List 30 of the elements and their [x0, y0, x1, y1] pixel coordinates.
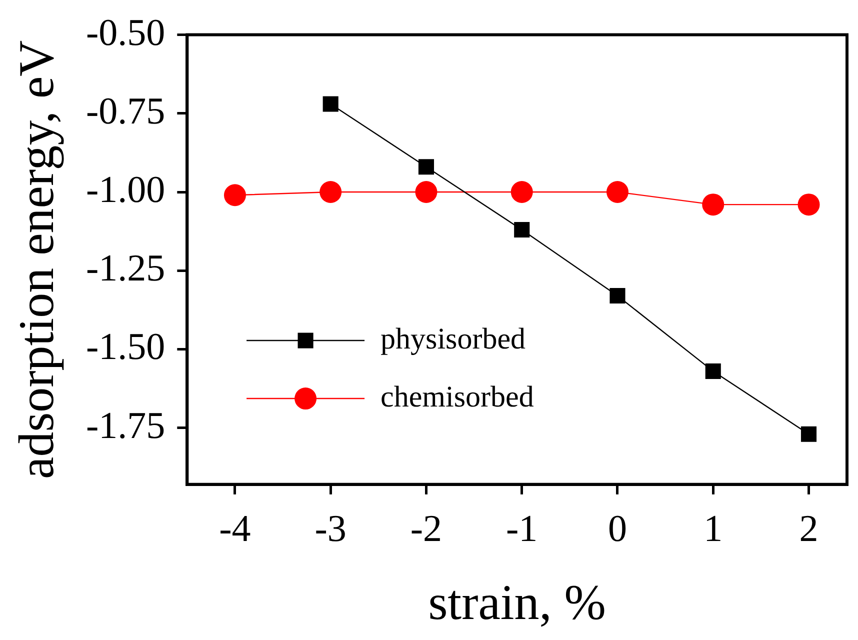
y-tick-label: -1.75 — [86, 404, 166, 447]
x-tick-label: 1 — [704, 508, 723, 550]
y-tick-label: -1.50 — [86, 326, 166, 368]
x-tick-label: -4 — [219, 508, 251, 550]
point — [798, 194, 820, 216]
x-axis-title: strain, % — [428, 574, 606, 630]
point — [320, 181, 342, 204]
point — [224, 184, 246, 206]
x-tick-label: -1 — [506, 508, 538, 550]
x-tick-label: -2 — [410, 508, 442, 550]
y-tick-label: -1.00 — [86, 168, 166, 211]
legend-label: chemisorbed — [380, 380, 534, 414]
x-tick-label: 0 — [608, 508, 627, 550]
point — [418, 159, 434, 175]
point — [705, 363, 721, 379]
x-tick-label: 2 — [799, 508, 818, 550]
y-axis-title: adsorption energy, eV — [8, 40, 64, 479]
x-tick-label: -3 — [314, 508, 346, 550]
point — [322, 96, 338, 112]
point — [514, 222, 530, 238]
y-tick-label: -0.75 — [86, 90, 166, 132]
legend-label: physisorbed — [380, 322, 526, 356]
point — [415, 181, 438, 204]
point — [510, 181, 533, 204]
point — [606, 181, 628, 204]
point — [610, 288, 626, 304]
y-tick-label: -1.25 — [86, 248, 166, 290]
point — [702, 194, 724, 216]
point — [800, 426, 817, 442]
y-tick-label: -0.50 — [86, 12, 166, 54]
